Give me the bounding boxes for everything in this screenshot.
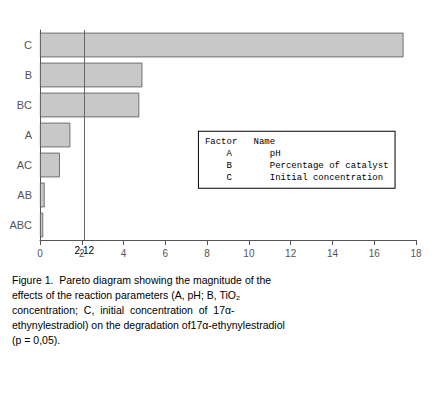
svg-text:A pH: A pH bbox=[205, 149, 281, 159]
svg-text:AC: AC bbox=[17, 159, 32, 171]
svg-text:Figure 1. Pareto diagram show: Figure 1. Pareto diagram showing the mag… bbox=[12, 274, 271, 286]
svg-text:4: 4 bbox=[121, 248, 127, 259]
svg-text:18: 18 bbox=[410, 248, 422, 259]
svg-text:effects of the reaction parame: effects of the reaction parameters (A, p… bbox=[12, 289, 240, 301]
svg-text:ethynylestradiol) on the degra: ethynylestradiol) on the degradation of1… bbox=[12, 319, 285, 331]
svg-text:14: 14 bbox=[327, 248, 339, 259]
svg-text:C Initial concentration: C Initial concentration bbox=[205, 173, 383, 183]
svg-text:6: 6 bbox=[163, 248, 169, 259]
svg-text:2.12: 2.12 bbox=[75, 245, 95, 256]
svg-text:10: 10 bbox=[243, 248, 255, 259]
svg-text:B: B bbox=[25, 69, 32, 81]
svg-text:ABC: ABC bbox=[9, 219, 32, 231]
svg-text:concentration; C, initial c: concentration; C, initial concentration … bbox=[12, 304, 235, 316]
svg-text:A: A bbox=[25, 129, 33, 141]
svg-text:0: 0 bbox=[37, 248, 43, 259]
svg-text:(p = 0,05).: (p = 0,05). bbox=[12, 334, 60, 346]
svg-text:Factor Name: Factor Name bbox=[205, 137, 275, 147]
svg-text:AB: AB bbox=[17, 189, 32, 201]
svg-text:BC: BC bbox=[17, 99, 32, 111]
svg-text:12: 12 bbox=[285, 248, 297, 259]
svg-text:B Percentage of catalyst: B Percentage of catalyst bbox=[205, 161, 389, 171]
svg-text:16: 16 bbox=[369, 248, 381, 259]
svg-text:C: C bbox=[24, 39, 32, 51]
svg-text:8: 8 bbox=[204, 248, 210, 259]
